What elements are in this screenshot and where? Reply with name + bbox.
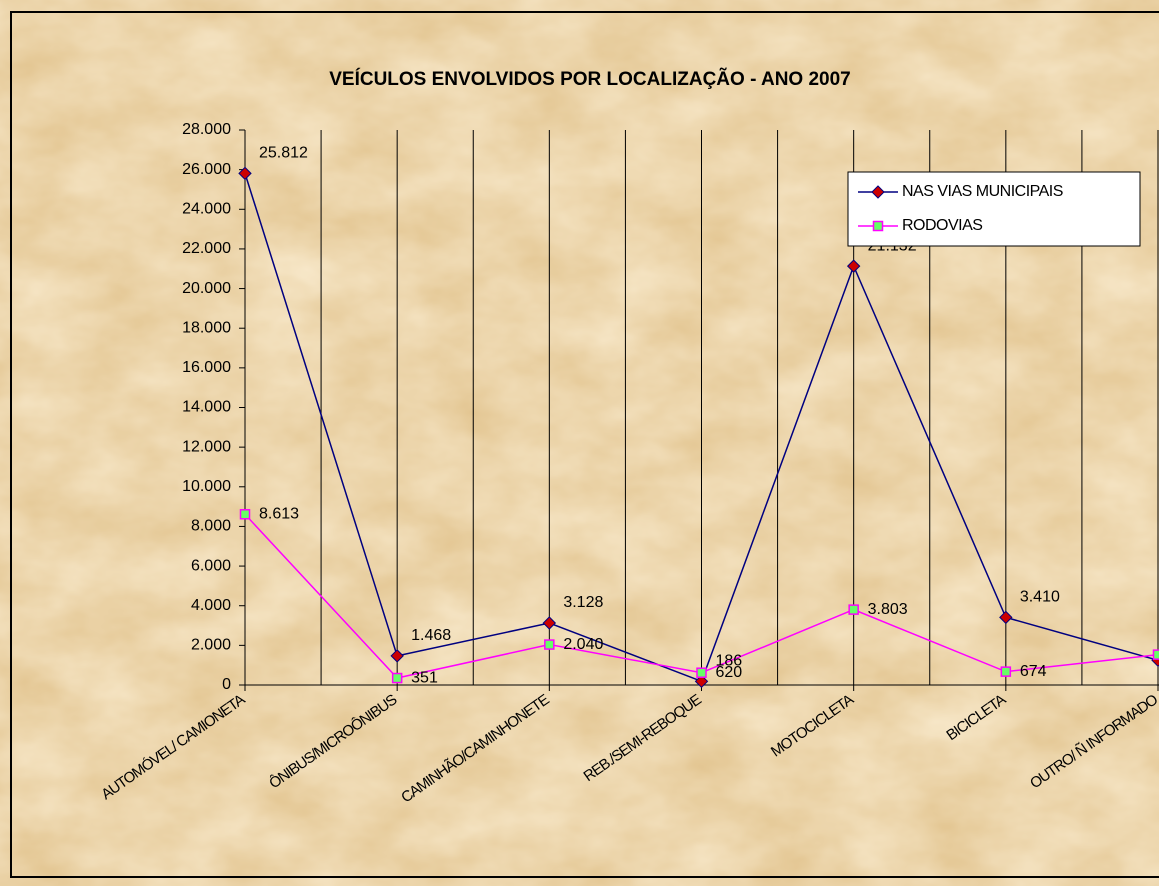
marker bbox=[393, 674, 402, 683]
y-tick-label: 14.000 bbox=[182, 399, 231, 416]
data-label: 3.128 bbox=[563, 594, 603, 611]
y-tick-label: 2.000 bbox=[191, 637, 231, 654]
data-label: 8.613 bbox=[259, 505, 299, 522]
y-tick-label: 10.000 bbox=[182, 478, 231, 495]
data-label: 351 bbox=[411, 669, 438, 686]
marker bbox=[545, 640, 554, 649]
y-tick-label: 6.000 bbox=[191, 557, 231, 574]
marker bbox=[1154, 650, 1159, 659]
y-tick-label: 28.000 bbox=[182, 121, 231, 138]
legend-label: RODOVIAS bbox=[902, 217, 982, 234]
data-label: 674 bbox=[1020, 663, 1047, 680]
marker bbox=[849, 605, 858, 614]
y-tick-label: 0 bbox=[222, 676, 231, 693]
marker bbox=[241, 510, 250, 519]
y-tick-label: 26.000 bbox=[182, 161, 231, 178]
marker bbox=[697, 668, 706, 677]
data-label: 2.040 bbox=[563, 636, 603, 653]
y-tick-label: 20.000 bbox=[182, 280, 231, 297]
data-label: 3.410 bbox=[1020, 589, 1060, 606]
marker bbox=[1001, 667, 1010, 676]
chart-title: VEÍCULOS ENVOLVIDOS POR LOCALIZAÇÃO - AN… bbox=[329, 68, 851, 90]
y-tick-label: 12.000 bbox=[182, 438, 231, 455]
legend-label: NAS VIAS MUNICIPAIS bbox=[902, 183, 1063, 200]
y-tick-label: 16.000 bbox=[182, 359, 231, 376]
data-label: 3.803 bbox=[868, 601, 908, 618]
y-tick-label: 8.000 bbox=[191, 518, 231, 535]
data-label: 25.812 bbox=[259, 145, 308, 162]
data-label: 1.468 bbox=[411, 627, 451, 644]
y-tick-label: 22.000 bbox=[182, 240, 231, 257]
data-label: 620 bbox=[716, 664, 743, 681]
legend-marker bbox=[874, 222, 883, 231]
y-tick-label: 18.000 bbox=[182, 319, 231, 336]
y-tick-label: 24.000 bbox=[182, 201, 231, 218]
y-tick-label: 4.000 bbox=[191, 597, 231, 614]
legend: NAS VIAS MUNICIPAIS RODOVIAS bbox=[848, 172, 1140, 246]
